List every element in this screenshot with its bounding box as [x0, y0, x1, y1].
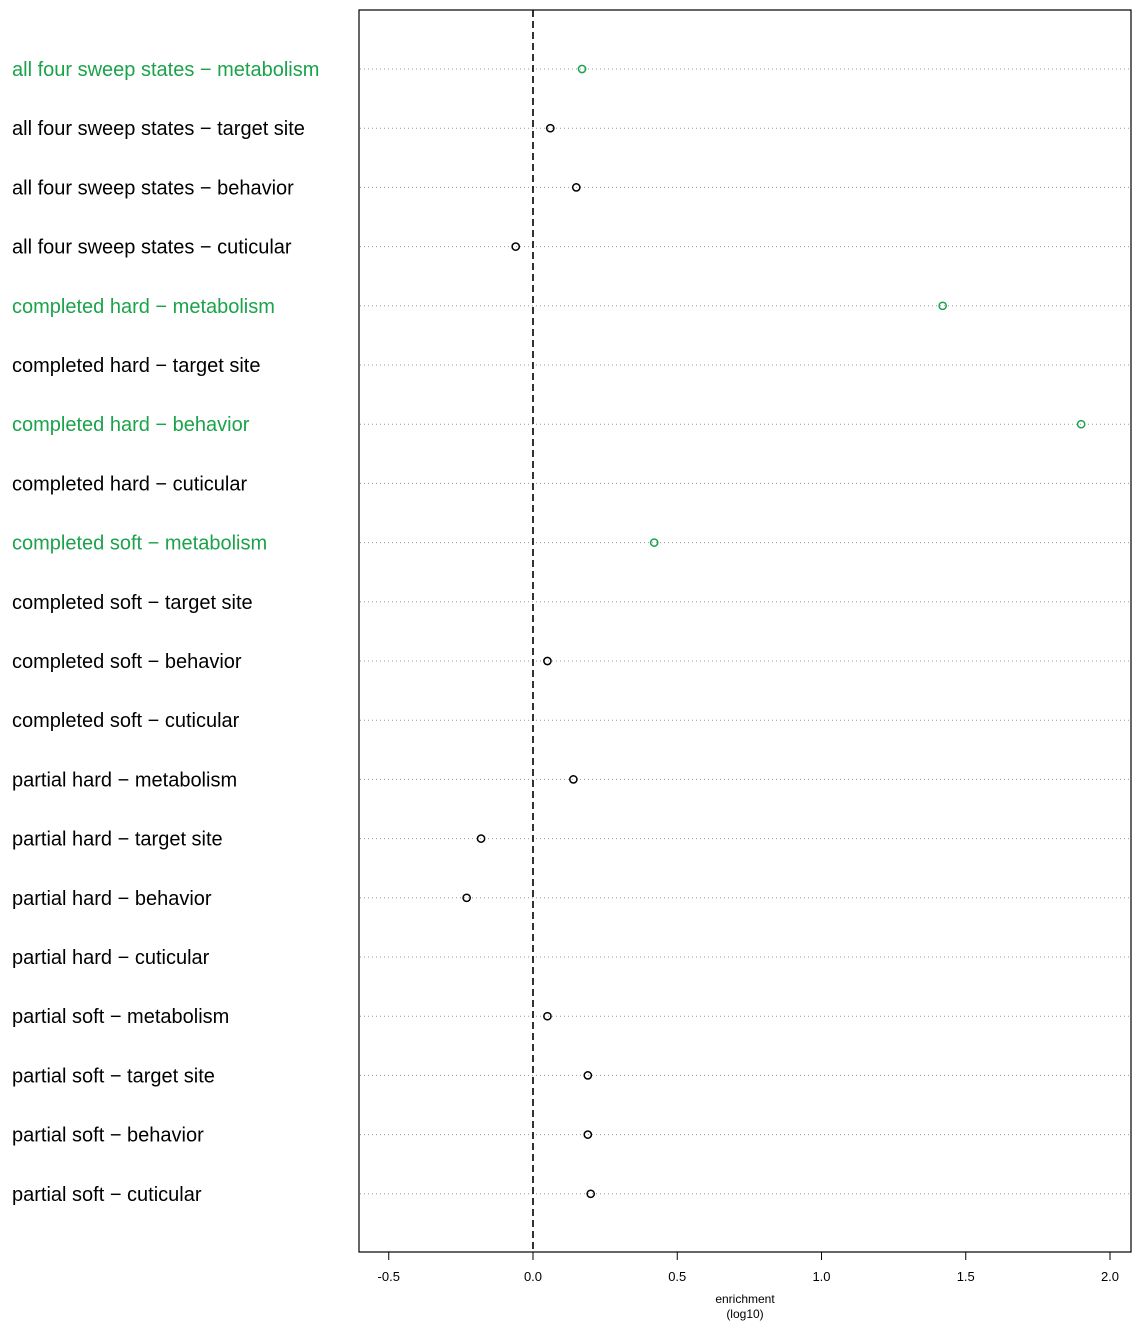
data-point [545, 123, 555, 133]
row-label: partial hard − metabolism [12, 769, 237, 791]
row-label: completed hard − cuticular [12, 473, 247, 495]
data-point [543, 1011, 552, 1021]
x-axis-label: enrichment [715, 1292, 775, 1306]
x-tick-label: -0.5 [378, 1269, 400, 1284]
row-label: all four sweep states − metabolism [12, 59, 319, 81]
x-tick-label: 0.5 [668, 1269, 686, 1284]
row-label: partial soft − cuticular [12, 1184, 202, 1206]
row-label: all four sweep states − cuticular [12, 237, 292, 259]
data-point [583, 1130, 593, 1139]
row-label: completed soft − behavior [12, 651, 242, 673]
row-label: partial hard − behavior [12, 888, 212, 910]
x-tick-label: 1.5 [957, 1269, 975, 1284]
x-tick-label: 1.0 [812, 1269, 830, 1284]
data-point [583, 1071, 593, 1080]
row-label: partial hard − target site [12, 829, 223, 851]
data-point [649, 538, 659, 547]
row-label: completed soft − cuticular [12, 710, 240, 732]
row-label: all four sweep states − target site [12, 118, 305, 140]
row-label: completed hard − metabolism [12, 296, 275, 318]
data-point [476, 834, 486, 843]
row-label: partial soft − behavior [12, 1125, 204, 1147]
row-label: partial hard − cuticular [12, 947, 210, 969]
row-label: all four sweep states − behavior [12, 177, 294, 199]
row-label: completed soft − target site [12, 592, 253, 614]
data-point [577, 64, 587, 74]
data-point [571, 183, 581, 192]
data-point [586, 1189, 596, 1199]
x-axis-label-unit: (log10) [726, 1307, 763, 1321]
data-point [511, 242, 521, 251]
points-layer [462, 64, 1086, 1199]
data-point [569, 775, 578, 784]
row-label: partial soft − metabolism [12, 1006, 229, 1028]
row-labels: all four sweep states − metabolism all fo… [12, 59, 319, 1206]
data-point [543, 656, 552, 666]
row-label: partial soft − target site [12, 1065, 215, 1087]
data-point [938, 301, 948, 311]
row-label: completed hard − target site [12, 355, 260, 377]
data-point [462, 893, 471, 903]
data-point [1076, 419, 1086, 429]
row-label: completed hard − behavior [12, 414, 250, 436]
x-tick-label: 0.0 [524, 1269, 542, 1284]
grid-layer [360, 68, 1130, 1195]
row-label: completed soft − metabolism [12, 533, 267, 555]
plot-frame [358, 9, 1132, 1253]
x-axis: -0.5 0.0 0.5 1.0 1.5 2.0 [378, 1251, 1119, 1284]
x-tick-label: 2.0 [1101, 1269, 1119, 1284]
